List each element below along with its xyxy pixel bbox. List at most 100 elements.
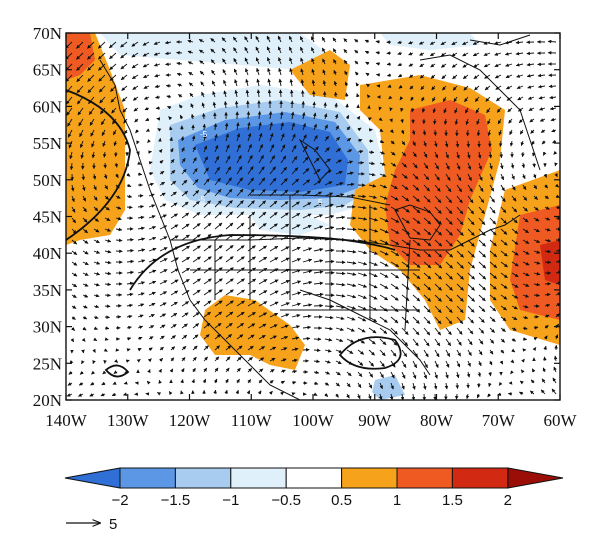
wind-vector: [291, 178, 300, 186]
wind-vector: [533, 206, 539, 211]
colorbar-box: [451, 467, 509, 489]
wind-vector: [247, 278, 257, 285]
wind-vector: [137, 226, 145, 231]
wind-vector: [115, 173, 119, 179]
wind-vector: [477, 151, 482, 159]
wind-vector: [335, 193, 345, 197]
wind-vector: [223, 101, 228, 109]
wind-vector: [509, 140, 514, 147]
wind-vector: [484, 85, 491, 91]
wind-vector: [132, 96, 139, 101]
wind-vector: [104, 260, 112, 265]
wind-vector: [528, 107, 535, 112]
wind-vector: [313, 348, 321, 353]
wind-vector: [379, 184, 388, 189]
lon-label: 130W: [107, 411, 150, 430]
wind-vector: [344, 81, 349, 87]
wind-vector: [291, 122, 295, 131]
wind-vector: [551, 128, 557, 133]
wind-vector: [324, 181, 333, 186]
wind-vector: [247, 143, 252, 153]
wind-vector: [423, 239, 432, 247]
wind-vector: [390, 140, 395, 145]
wind-vector: [357, 127, 362, 132]
wind-vector: [434, 195, 442, 204]
wind-vector: [143, 85, 150, 89]
wind-vector: [280, 212, 289, 219]
wind-vector: [224, 122, 229, 131]
wind-vector: [313, 202, 323, 208]
wind-vector: [192, 157, 197, 164]
wind-vector: [367, 117, 372, 121]
wind-vector: [547, 39, 557, 44]
wind-vector: [516, 85, 524, 89]
wind-vector: [467, 206, 475, 215]
wind-vector: [422, 129, 427, 136]
wind-vector: [442, 85, 447, 91]
wind-vector: [467, 239, 475, 247]
wind-vector: [301, 112, 306, 120]
wind-vector: [401, 283, 410, 290]
wind-vector: [66, 96, 73, 105]
wind-vector: [269, 200, 278, 208]
wind-vector: [124, 129, 128, 135]
wind-vector: [511, 184, 516, 191]
wind-vector: [526, 51, 535, 56]
wind-vector: [236, 166, 243, 175]
wind-vector: [537, 73, 546, 78]
wind-vector: [258, 166, 265, 175]
wind-vector: [409, 85, 414, 90]
wind-vector: [142, 52, 150, 57]
wind-vector: [100, 118, 106, 126]
wind-vector: [539, 118, 546, 122]
wind-vector: [387, 84, 392, 88]
wind-vector: [346, 193, 356, 198]
wind-vector: [93, 217, 99, 222]
wind-vector: [136, 140, 140, 145]
wind-vector: [225, 155, 231, 164]
wind-vector: [148, 236, 157, 241]
wind-vector: [302, 156, 309, 164]
wind-vector: [478, 239, 486, 247]
wind-vector: [533, 217, 540, 222]
wind-vector: [93, 206, 99, 212]
wind-vector: [159, 203, 167, 208]
wind-vector: [299, 36, 304, 43]
wind-vector: [456, 162, 461, 170]
wind-vector: [137, 172, 143, 176]
wind-vector: [76, 63, 84, 71]
colorbar-tick-label: −2: [111, 492, 128, 509]
wind-vector: [278, 67, 282, 76]
wind-vector: [537, 62, 546, 67]
wind-vector: [365, 61, 370, 66]
wind-vector: [324, 203, 334, 208]
wind-vector: [280, 155, 287, 164]
wind-vector: [198, 49, 205, 54]
wind-vector: [170, 180, 177, 186]
wind-vector: [104, 195, 110, 200]
wind-vector: [354, 60, 359, 65]
wind-vector: [379, 261, 389, 267]
wind-vector: [266, 35, 271, 43]
wind-vector: [245, 68, 249, 76]
wind-vector: [100, 107, 106, 115]
wind-vector: [280, 178, 288, 186]
wind-vector: [500, 239, 508, 246]
wind-vector: [324, 192, 334, 197]
wind-vector: [269, 155, 276, 164]
wind-vector: [291, 133, 296, 142]
wind-vector: [552, 139, 557, 144]
wind-vector: [311, 68, 315, 76]
wind-vector: [155, 95, 161, 99]
wind-vector: [121, 85, 128, 91]
wind-vector: [178, 94, 183, 98]
wind-vector: [322, 80, 327, 87]
wind-vector: [302, 202, 312, 208]
wind-vector: [397, 73, 403, 78]
wind-vector: [126, 248, 134, 253]
wind-vector: [324, 214, 335, 219]
wind-vector: [203, 167, 209, 175]
wind-vector: [114, 162, 118, 168]
wind-vector: [126, 205, 133, 210]
